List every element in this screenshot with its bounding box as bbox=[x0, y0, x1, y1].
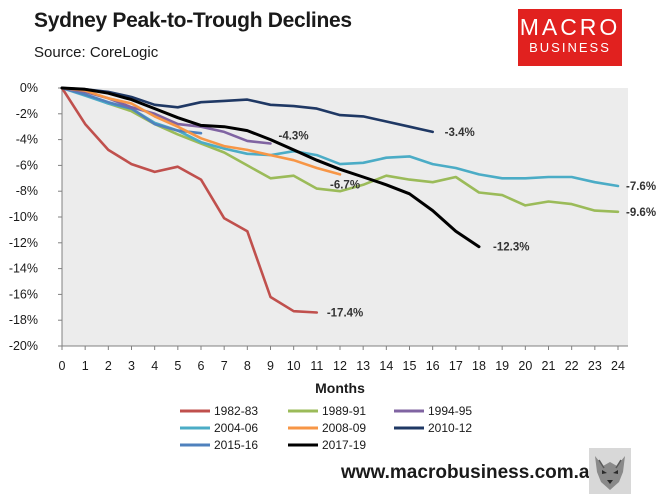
y-tick-label: -6% bbox=[16, 158, 38, 172]
logo-line-1: MACRO bbox=[519, 14, 621, 40]
x-tick-label: 17 bbox=[449, 359, 463, 373]
x-tick-label: 11 bbox=[310, 359, 323, 373]
y-tick-label: -18% bbox=[9, 313, 38, 327]
x-axis: 0 1 2 3 4 5 6 7 8 9 10 11 12 13 14 15 16 17 18 19 20 21 22 23 24 bbox=[59, 345, 628, 373]
x-tick-label: 2 bbox=[105, 359, 112, 373]
y-axis: 0% -2% -4% -6% -8% -10% -12% -14% -16% -18% -20% bbox=[9, 81, 63, 353]
legend-item-2004-06: 2004-06 bbox=[180, 421, 258, 435]
x-tick-label: 14 bbox=[379, 359, 393, 373]
x-tick-label: 18 bbox=[472, 359, 486, 373]
x-tick-label: 10 bbox=[287, 359, 301, 373]
x-tick-label: 3 bbox=[128, 359, 135, 373]
y-tick-label: -8% bbox=[16, 184, 38, 198]
plot-area bbox=[62, 88, 628, 346]
x-tick-label: 8 bbox=[244, 359, 251, 373]
x-tick-label: 16 bbox=[426, 359, 440, 373]
y-tick-label: -2% bbox=[16, 107, 38, 121]
legend-label: 2004-06 bbox=[214, 421, 258, 435]
chart-title: Sydney Peak-to-Trough Declines bbox=[34, 9, 352, 32]
y-tick-label: -12% bbox=[9, 236, 38, 250]
end-label-1989-91: -9.6% bbox=[626, 207, 656, 219]
x-tick-label: 12 bbox=[333, 359, 347, 373]
series-line-2008-09 bbox=[60, 86, 342, 176]
legend-item-1982-83: 1982-83 bbox=[180, 404, 258, 418]
end-label-2017-19: -12.3% bbox=[493, 242, 529, 254]
website-url[interactable]: www.macrobusiness.com.au bbox=[341, 462, 602, 483]
macrobusiness-logo: MACRO BUSINESS bbox=[518, 9, 622, 66]
x-tick-label: 13 bbox=[356, 359, 370, 373]
logo-line-2: BUSINESS bbox=[529, 40, 611, 55]
wolf-icon bbox=[589, 448, 631, 494]
end-labels: -17.4% -9.6% -4.3% -7.6% -6.7% -3.4% -12.3% bbox=[279, 127, 657, 320]
y-tick-label: -14% bbox=[9, 262, 38, 276]
x-tick-label: 5 bbox=[174, 359, 181, 373]
legend: 1982-83 1989-91 1994-95 2004-06 2008-09 2010-… bbox=[180, 404, 472, 452]
series-line-2017-19 bbox=[60, 86, 481, 249]
x-tick-label: 1 bbox=[82, 359, 89, 373]
end-label-1982-83: -17.4% bbox=[327, 307, 363, 319]
legend-item-2008-09: 2008-09 bbox=[288, 421, 366, 435]
x-tick-label: 22 bbox=[565, 359, 579, 373]
legend-item-2017-19: 2017-19 bbox=[288, 438, 366, 452]
x-tick-label: 23 bbox=[588, 359, 602, 373]
x-tick-label: 21 bbox=[542, 359, 556, 373]
legend-item-2015-16: 2015-16 bbox=[180, 438, 258, 452]
legend-label: 2010-12 bbox=[428, 421, 472, 435]
end-label-2010-12: -3.4% bbox=[445, 127, 475, 139]
legend-label: 2015-16 bbox=[214, 438, 258, 452]
x-tick-label: 15 bbox=[403, 359, 417, 373]
series-line-1982-83 bbox=[60, 86, 319, 314]
x-tick-label: 24 bbox=[611, 359, 625, 373]
legend-label: 1989-91 bbox=[322, 404, 366, 418]
x-tick-label: 0 bbox=[59, 359, 66, 373]
x-tick-label: 9 bbox=[267, 359, 274, 373]
y-tick-label: 0% bbox=[20, 81, 38, 95]
x-tick-label: 20 bbox=[518, 359, 532, 373]
legend-item-1989-91: 1989-91 bbox=[288, 404, 366, 418]
legend-item-2010-12: 2010-12 bbox=[394, 421, 472, 435]
series-line-2010-12 bbox=[60, 86, 435, 134]
y-tick-label: -4% bbox=[16, 133, 38, 147]
x-axis-title: Months bbox=[315, 380, 365, 396]
x-tick-label: 6 bbox=[198, 359, 205, 373]
legend-label: 2017-19 bbox=[322, 438, 366, 452]
end-label-1994-95: -4.3% bbox=[279, 130, 309, 142]
end-label-2008-09: -6.7% bbox=[330, 179, 360, 191]
x-tick-label: 19 bbox=[495, 359, 509, 373]
legend-label: 1994-95 bbox=[428, 404, 472, 418]
chart-subtitle: Source: CoreLogic bbox=[34, 44, 159, 61]
x-tick-label: 4 bbox=[151, 359, 158, 373]
legend-label: 1982-83 bbox=[214, 404, 258, 418]
y-tick-label: -10% bbox=[9, 210, 38, 224]
series-lines bbox=[60, 86, 620, 314]
legend-label: 2008-09 bbox=[322, 421, 366, 435]
y-tick-label: -16% bbox=[9, 287, 38, 301]
legend-item-1994-95: 1994-95 bbox=[394, 404, 472, 418]
y-tick-label: -20% bbox=[9, 339, 38, 353]
end-label-2004-06: -7.6% bbox=[626, 181, 656, 193]
x-tick-label: 7 bbox=[221, 359, 228, 373]
